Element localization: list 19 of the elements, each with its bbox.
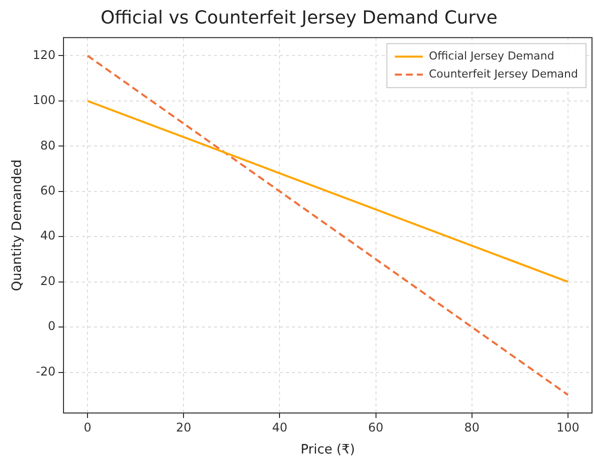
x-tick-label: 20 [176,420,192,434]
x-tick-label: 80 [464,420,480,434]
y-tick-label: 120 [32,48,56,62]
legend-label: Official Jersey Demand [428,49,554,62]
y-tick-label: 40 [40,228,56,243]
x-axis-title: Price (₹) [300,442,355,458]
x-tick-label: 40 [272,420,288,434]
y-axis-title: Quantity Demanded [10,159,26,292]
y-tick-label: 0 [48,319,56,334]
y-tick-label: 20 [40,274,56,288]
y-tick-label: 80 [40,138,56,152]
x-tick-label: 60 [368,420,384,434]
x-tick-label: 100 [556,420,580,434]
legend-label: Counterfeit Jersey Demand [428,67,578,80]
y-tick-label: 60 [40,184,56,198]
chart-title: Official vs Counterfeit Jersey Demand Curve [100,7,498,28]
y-tick-label: 100 [32,93,56,108]
y-tick-label: -20 [36,364,56,378]
x-tick-label: 0 [84,420,92,434]
